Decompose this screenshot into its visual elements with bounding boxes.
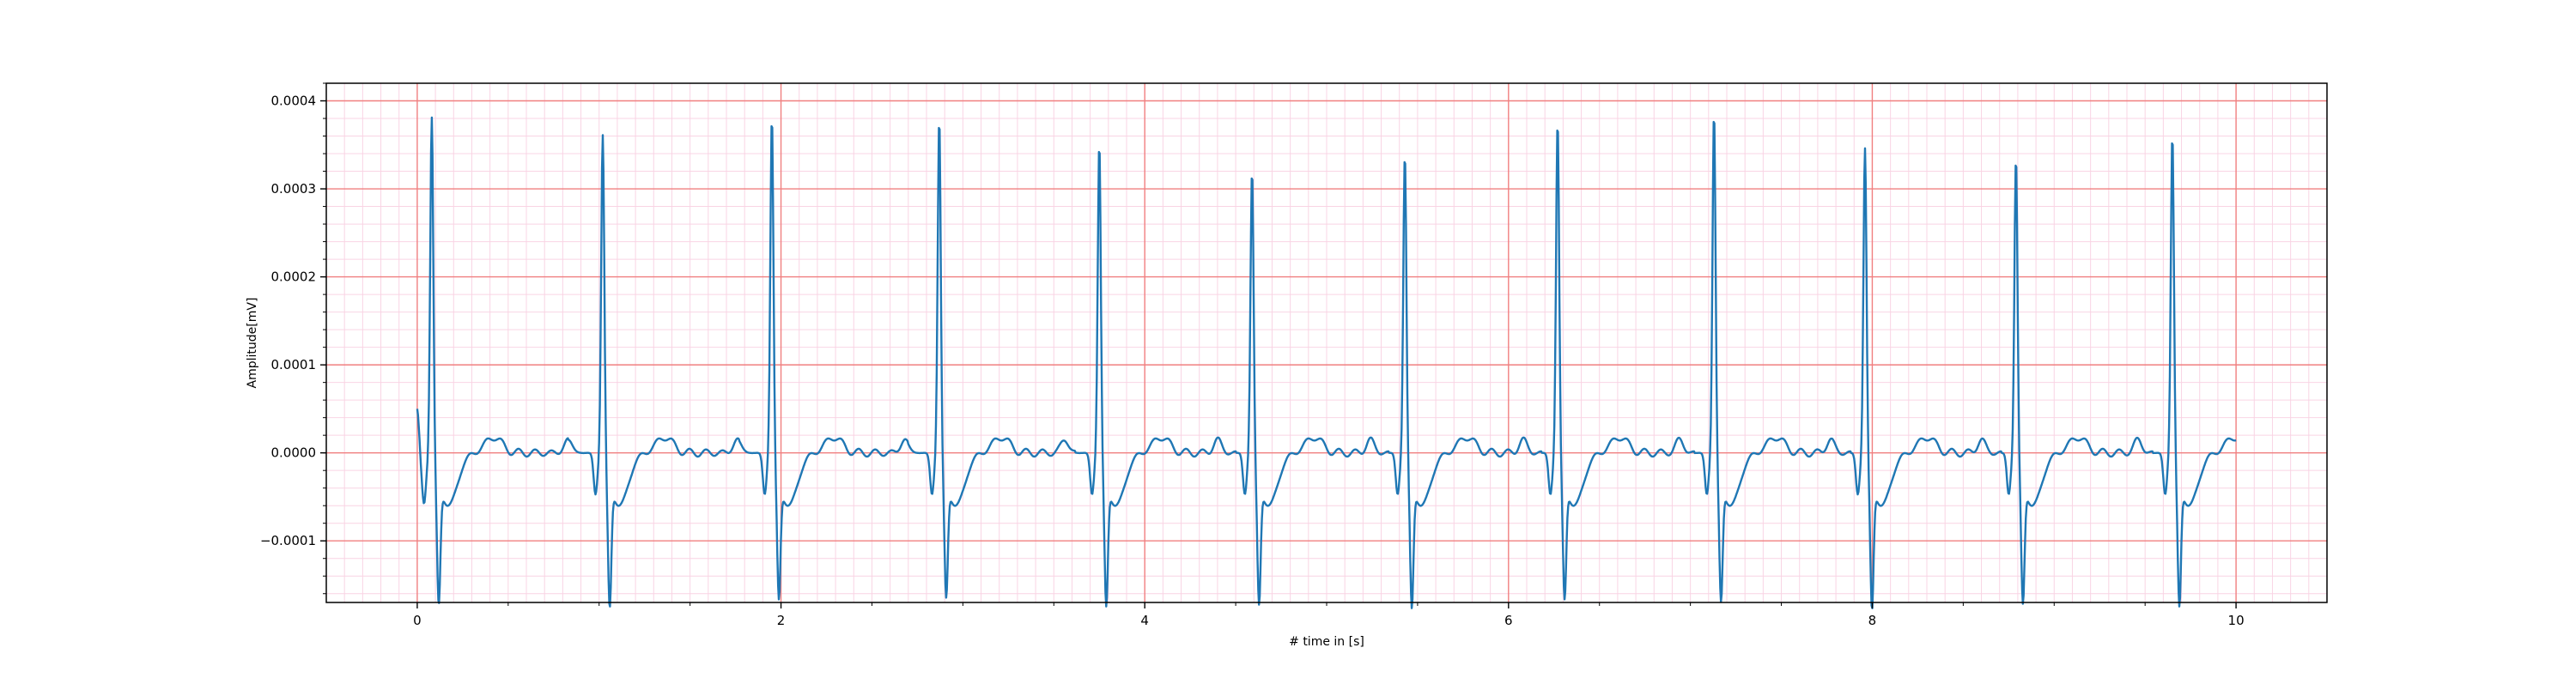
major-grid [326, 83, 2327, 602]
x-tick-label: 6 [1504, 613, 1513, 628]
x-axis: 0 2 4 6 8 10 [413, 602, 2245, 628]
y-tick-label: 0.0001 [271, 357, 317, 372]
x-tick-label: 0 [413, 613, 422, 628]
y-tick-label: 0.0004 [271, 94, 317, 109]
x-tick-label: 4 [1140, 613, 1149, 628]
y-axis: −0.0001 0.0000 0.0001 0.0002 0.0003 0.0004 [260, 82, 326, 595]
x-tick-label: 10 [2228, 613, 2245, 628]
x-axis-label: # time in [s] [1289, 635, 1364, 649]
x-tick-label: 2 [777, 613, 786, 628]
minor-grid [325, 82, 2328, 602]
y-tick-label: 0.0000 [271, 445, 317, 461]
y-tick-label: −0.0001 [260, 533, 316, 548]
series-line-ecg [416, 116, 2237, 609]
x-tick-label: 8 [1868, 613, 1877, 628]
y-axis-label: Amplitude[mV] [246, 298, 259, 389]
y-tick-label: 0.0002 [271, 269, 317, 285]
y-tick-label: 0.0003 [271, 181, 317, 197]
